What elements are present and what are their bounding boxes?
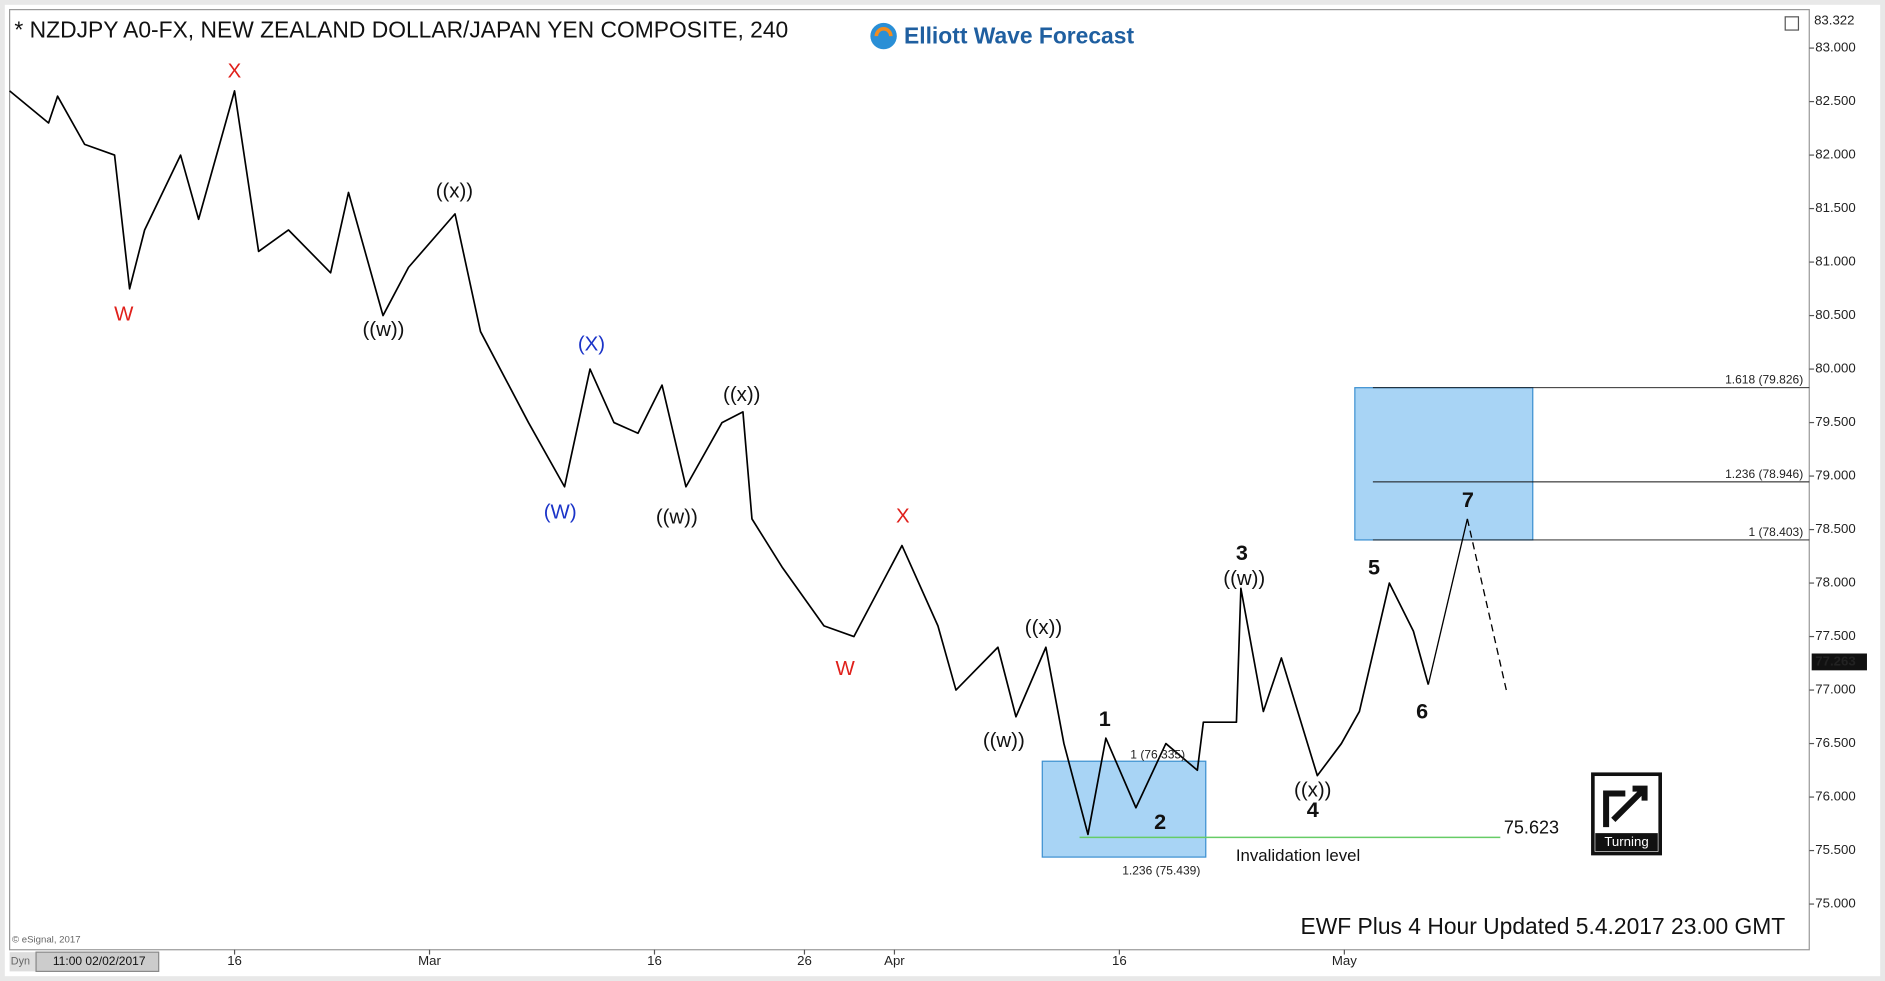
wave-label: ((x)) (723, 384, 760, 406)
wave-label: ((w)) (656, 507, 698, 529)
projection-line (1427, 518, 1469, 685)
y-tick-label: 78.500 (1815, 521, 1855, 536)
wave-label: 7 (1462, 487, 1474, 512)
wave-label: ((w)) (983, 730, 1025, 752)
badge-text: Turning (1604, 834, 1648, 849)
y-tick-label: 75.000 (1815, 896, 1855, 911)
chart-title: * NZDJPY A0-FX, NEW ZEALAND DOLLAR/JAPAN… (14, 16, 788, 42)
footer: EWF Plus 4 Hour Updated 5.4.2017 23.00 G… (1301, 913, 1786, 939)
wave-label: 2 (1154, 809, 1166, 834)
fib-label: 1.236 (75.439) (1122, 864, 1200, 878)
plot-area (9, 9, 1810, 951)
price (9, 90, 1507, 836)
x-tick-label: 16 (227, 953, 242, 968)
wave-label: 1 (1099, 706, 1111, 731)
wave-label: 6 (1416, 699, 1428, 724)
invalidation-text: Invalidation level (1236, 846, 1360, 865)
wave-label: 5 (1368, 554, 1380, 579)
y-tick-label: 80.500 (1815, 307, 1855, 322)
wave-label: W (114, 303, 134, 325)
y-tick-label: 80.000 (1815, 361, 1855, 376)
zones (1041, 387, 1810, 858)
y-tick-label: 81.000 (1815, 254, 1855, 269)
y-tick-label: 79.500 (1815, 414, 1855, 429)
badge-arrow (1603, 785, 1648, 828)
turning-badge: Turning (1591, 772, 1662, 856)
axes: 75.000 75.500 76.000 76.500 77.000 77.500 78.0… (227, 12, 1867, 968)
y-tick-label: 76.500 (1815, 735, 1855, 750)
wave-label: 4 (1307, 797, 1319, 822)
y-tick-label: 81.500 (1815, 200, 1855, 215)
wave-label: ((x)) (1025, 617, 1062, 639)
annotations: 1.618 (79.826) 1.236 (78.946) 1 (78.403) 1 … (114, 61, 1803, 878)
price-line (9, 90, 1430, 836)
y-tick-label: 79.000 (1815, 468, 1855, 483)
y-tick-label: 76.000 (1815, 789, 1855, 804)
wave-label: 3 (1236, 540, 1248, 565)
mode-label: Dyn (11, 956, 30, 968)
wave-label: ((x)) (436, 181, 473, 203)
wave-label: ((w)) (363, 319, 405, 341)
logo-arc (874, 27, 893, 37)
fib-label: 1.236 (78.946) (1725, 467, 1803, 481)
fib-label: 1 (78.403) (1748, 525, 1803, 539)
logo-text: Elliott Wave Forecast (904, 22, 1134, 48)
top-price: 83.322 (1814, 12, 1854, 27)
last-price: 77.263 (1815, 653, 1855, 668)
invalidation-value: 75.623 (1504, 818, 1559, 838)
wave-label: ((w)) (1223, 568, 1265, 590)
fib-label: 1 (76.335) (1130, 747, 1185, 761)
last-price-box (1811, 653, 1867, 671)
wave-label: X (896, 505, 910, 527)
target-zone (1354, 387, 1534, 541)
window-icon (1784, 16, 1800, 31)
wave-label: X (228, 61, 242, 83)
logo: Elliott Wave Forecast (870, 22, 1134, 50)
wave-label: (X) (578, 333, 605, 355)
y-tick-label: 77.000 (1815, 682, 1855, 697)
x-tick-label: 16 (1112, 953, 1127, 968)
x-tick-label: Apr (884, 953, 905, 968)
target-zone (1041, 760, 1207, 858)
x-tick-label: Mar (418, 953, 441, 968)
copyright: © eSignal, 2017 (12, 935, 81, 946)
y-tick-label: 78.000 (1815, 575, 1855, 590)
y-tick-label: 82.500 (1815, 93, 1855, 108)
start-box (35, 951, 160, 972)
badge-band (1595, 833, 1658, 852)
y-tick-label: 75.500 (1815, 842, 1855, 857)
wave-label: W (835, 658, 855, 680)
y-tick-label: 77.500 (1815, 628, 1855, 643)
y-tick-label: 83.000 (1815, 40, 1855, 55)
mode-box (9, 952, 39, 972)
x-tick-label: 16 (647, 953, 662, 968)
logo-icon (870, 22, 897, 50)
x-tick-label: May (1332, 953, 1357, 968)
projection-line (1466, 518, 1507, 691)
y-tick-label: 82.000 (1815, 147, 1855, 162)
wave-label: (W) (544, 502, 577, 524)
start-label: 11:00 02/02/2017 (53, 954, 146, 968)
x-tick-label: 26 (797, 953, 812, 968)
wave-label: ((x)) (1294, 779, 1331, 801)
fib-label: 1.618 (79.826) (1725, 373, 1803, 387)
